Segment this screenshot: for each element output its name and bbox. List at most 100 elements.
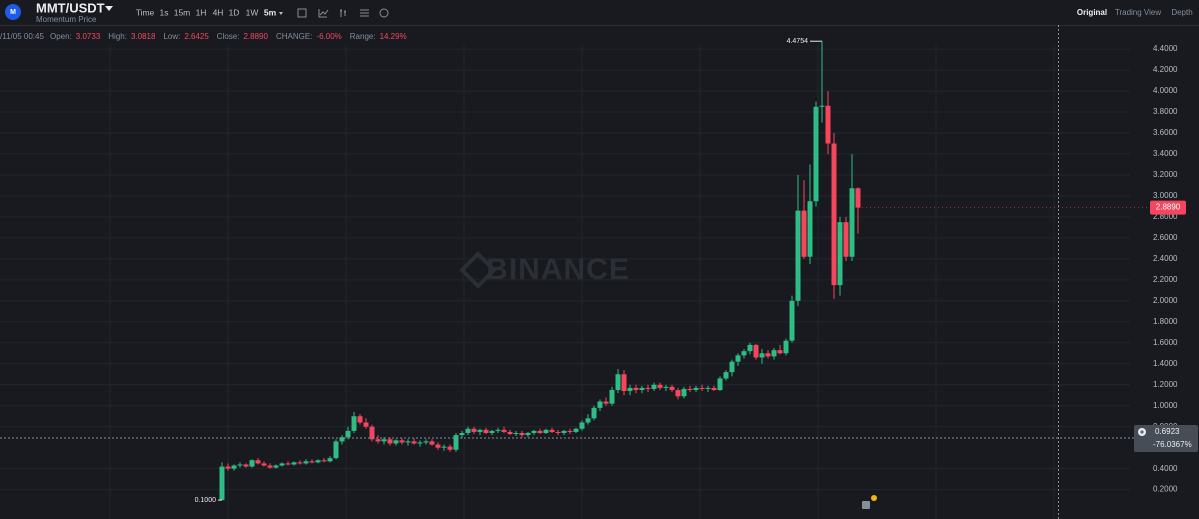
candle-body — [423, 441, 429, 443]
timeframe[interactable]: 1H — [196, 7, 207, 17]
timeframe[interactable]: 4H — [213, 7, 224, 17]
candle-body — [219, 466, 225, 501]
candle-body — [507, 431, 513, 435]
y-tick-label: 4.4000 — [1153, 44, 1178, 53]
candle-body — [537, 430, 543, 433]
candle-body — [753, 344, 759, 358]
candle-body — [837, 222, 843, 286]
candle-body — [717, 378, 723, 390]
candle-body — [333, 441, 339, 459]
info-label: Close: — [217, 32, 240, 41]
alert-dot — [871, 495, 877, 501]
candle-body — [783, 340, 789, 354]
timeframe[interactable]: 1s — [160, 7, 169, 17]
candle-body — [531, 430, 537, 433]
info-value: -6.00% — [316, 32, 341, 41]
view-tab[interactable]: Depth — [1171, 8, 1192, 17]
candle-body — [825, 105, 831, 144]
candle-body — [237, 464, 243, 466]
timeframe[interactable]: 5m — [264, 7, 277, 17]
y-tick-label: 3.4000 — [1153, 149, 1178, 158]
candle-body — [843, 222, 849, 257]
candle-body — [711, 387, 717, 390]
candle-body — [627, 387, 633, 392]
icon[interactable] — [360, 9, 369, 17]
candle-body — [591, 407, 597, 419]
candle-body — [249, 460, 255, 467]
candle-body — [819, 105, 825, 107]
icon[interactable] — [297, 8, 307, 18]
candle-body — [525, 432, 531, 436]
info-label: High: — [108, 32, 127, 41]
info-label: Range: — [350, 32, 376, 41]
candle-body — [399, 440, 405, 443]
candle-body — [675, 389, 681, 397]
candle-body — [849, 188, 855, 257]
crosshair-price: 0.6923 — [1155, 427, 1180, 436]
timeframe[interactable]: 1D — [229, 7, 240, 17]
y-tick-label: 2.8000 — [1153, 212, 1178, 221]
candle-body — [513, 432, 519, 435]
candle-body — [645, 387, 651, 389]
timeframe[interactable]: 15m — [174, 7, 191, 17]
y-tick-label: 1.6000 — [1153, 338, 1178, 347]
candle-body — [261, 463, 267, 466]
candle-body — [231, 465, 237, 469]
candle-body — [831, 143, 837, 286]
y-tick-label: 3.8000 — [1153, 107, 1178, 116]
symbol[interactable]: MMT/USDT — [36, 0, 105, 15]
info-value: 3.0818 — [131, 32, 156, 41]
watermark: BINANCE — [486, 253, 630, 286]
candle-body — [225, 466, 231, 469]
candle-body — [393, 440, 399, 444]
candle-body — [411, 441, 417, 444]
candle-body — [273, 465, 279, 468]
candle-body — [435, 444, 441, 448]
candle-body — [561, 430, 567, 433]
candle-body — [501, 429, 507, 432]
candle-body — [387, 439, 393, 444]
candle-body — [663, 386, 669, 388]
timeframe[interactable]: 1W — [246, 7, 259, 17]
candle-body — [495, 429, 501, 431]
candle-body — [855, 188, 861, 208]
y-tick-label: 3.2000 — [1153, 170, 1178, 179]
candle-body — [639, 387, 645, 390]
candle-body — [363, 422, 369, 427]
y-tick-label: 2.6000 — [1153, 233, 1178, 242]
alert-icon[interactable] — [862, 501, 870, 509]
candle-body — [729, 361, 735, 373]
y-tick-label: 4.0000 — [1153, 86, 1178, 95]
candle-body — [303, 461, 309, 464]
info-label: Low: — [163, 32, 180, 41]
logo-glyph: M — [10, 9, 16, 16]
icon[interactable] — [318, 9, 329, 18]
view-tab[interactable]: Original — [1077, 8, 1107, 17]
info-value: 2.6425 — [184, 32, 209, 41]
watermark-logo — [459, 251, 497, 289]
candle-body — [297, 462, 303, 464]
info-label: CHANGE: — [276, 32, 312, 41]
candle-body — [345, 430, 351, 438]
candle-body — [543, 429, 549, 433]
info-label: Open: — [50, 32, 72, 41]
candle-body — [705, 387, 711, 389]
icon[interactable] — [340, 9, 346, 17]
icon[interactable] — [379, 8, 389, 18]
candle-body — [291, 462, 297, 465]
candle-body — [309, 461, 315, 463]
candle-body — [351, 416, 357, 431]
symbol-dropdown[interactable] — [105, 6, 113, 11]
y-tick-label: 0.4000 — [1153, 464, 1178, 473]
y-tick-label: 2.0000 — [1153, 296, 1178, 305]
info-value: 3.0733 — [76, 32, 101, 41]
candle-body — [573, 428, 579, 432]
timeframe[interactable]: Time — [136, 7, 155, 17]
candle-body — [735, 355, 741, 362]
candle-body — [405, 441, 411, 443]
view-tab[interactable]: Trading View — [1115, 8, 1161, 17]
y-tick-label: 1.4000 — [1153, 359, 1178, 368]
y-tick-label: 3.6000 — [1153, 128, 1178, 137]
date: /11/05 00:45 — [0, 32, 44, 41]
candle-body — [429, 441, 435, 445]
